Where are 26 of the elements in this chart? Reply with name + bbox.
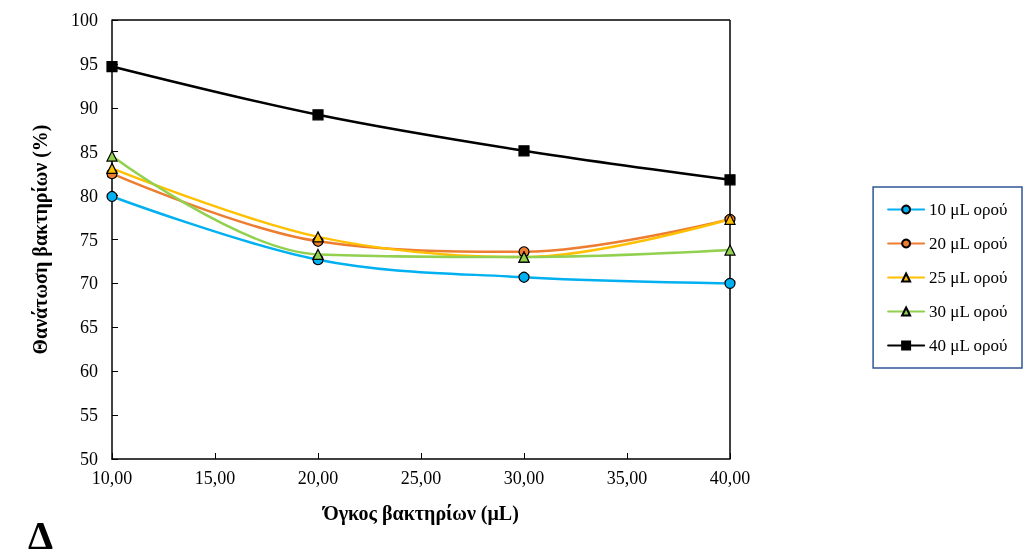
y-tick-label: 60 [80,361,98,382]
x-tick-label: 15,00 [194,468,236,488]
x-tick-label: 25,00 [400,468,442,488]
y-axis-title: Θανάτωση βακτηρίων (%) [29,124,52,355]
y-tick-label: 75 [80,229,98,250]
x-tick-label: 30,00 [503,468,545,488]
y-tick-label: 90 [80,97,98,118]
x-axis-title: Όγκος βακτηρίων (μL) [321,502,519,525]
x-tick-label: 20,00 [297,468,339,488]
y-tick-label: 85 [80,141,98,162]
x-tick-label: 35,00 [606,468,648,488]
y-tick-label: 80 [80,185,98,206]
legend-label: 25 μL ορού [929,268,1008,287]
x-tick-label: 10,00 [91,468,133,488]
y-tick-label: 65 [80,317,98,338]
x-tick-label: 40,00 [709,468,751,488]
legend-label: 10 μL ορού [929,200,1008,219]
y-tick-label: 100 [71,10,98,30]
y-tick-label: 70 [80,273,98,294]
legend-label: 40 μL ορού [929,336,1008,355]
y-tick-label: 50 [80,449,98,469]
y-tick-label: 55 [80,405,98,426]
y-tick-label: 95 [80,53,98,74]
legend-label: 30 μL ορού [929,302,1008,321]
legend-label: 20 μL ορού [929,234,1008,253]
text: Δ [28,512,54,555]
